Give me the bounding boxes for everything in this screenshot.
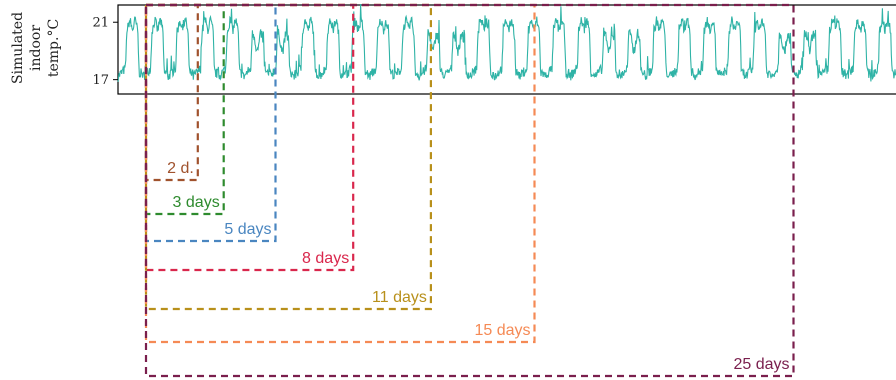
window-bracket [144, 3, 536, 344]
window-label: 15 days [474, 322, 530, 339]
window-label: 11 days [372, 289, 427, 306]
y-axis-label: Simulated indoor temp.°C [10, 12, 62, 84]
y-tick-label: 21 [92, 16, 109, 31]
temperature-series [117, 3, 896, 82]
y-axis-label-line: Simulated [10, 12, 26, 84]
y-axis-label-line: temp.°C [46, 19, 62, 77]
y-axis-label-line: indoor [28, 25, 44, 71]
window-label: 3 days [173, 194, 220, 211]
window-label: 5 days [224, 221, 271, 238]
y-axis: 21 17 Simulated indoor temp.°C [10, 12, 118, 88]
window-25-days: 25 days [144, 3, 795, 378]
window-3-days: 3 days [144, 3, 225, 216]
window-15-days: 15 days [144, 3, 536, 344]
y-tick-label: 17 [92, 73, 109, 88]
window-bracket [144, 3, 225, 216]
window-label: 8 days [302, 250, 349, 267]
window-label: 2 d. [167, 160, 194, 177]
window-label: 25 days [733, 356, 789, 373]
window-bracket [144, 3, 199, 182]
window-bracket [144, 3, 795, 378]
temperature-line [117, 3, 896, 82]
window-2-days: 2 d. [144, 3, 199, 182]
